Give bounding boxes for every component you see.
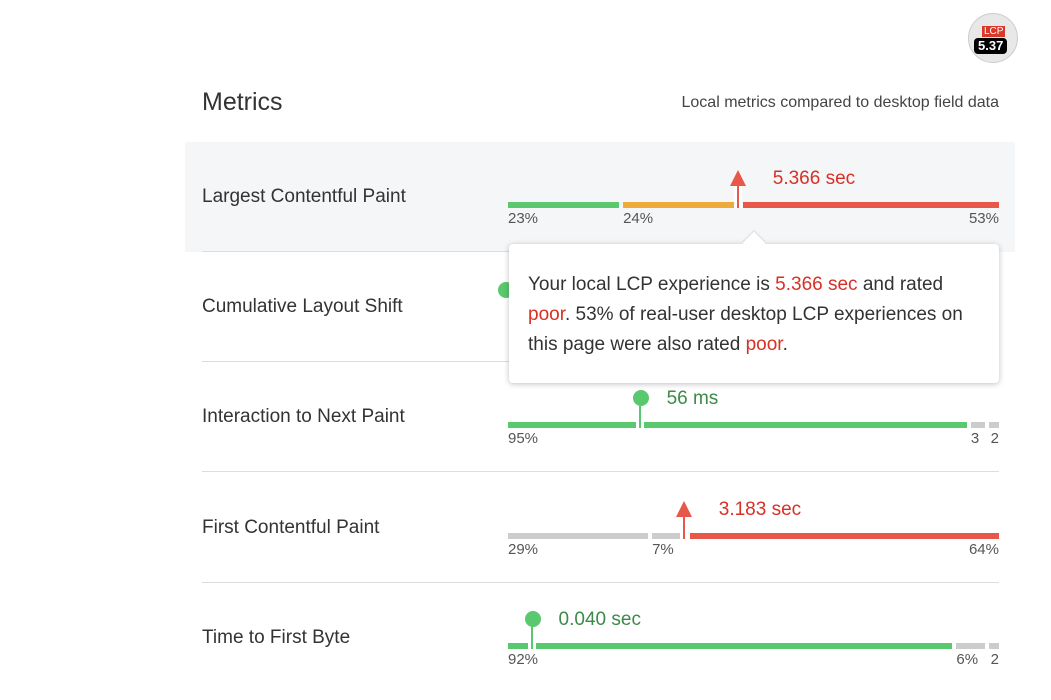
tip-rating: poor bbox=[745, 334, 783, 355]
tip-text: Your local LCP experience is bbox=[528, 274, 776, 295]
page-subtitle: Local metrics compared to desktop field … bbox=[681, 94, 1000, 111]
bar-segment bbox=[989, 422, 999, 428]
good-dot-icon bbox=[632, 390, 649, 406]
segment-label: 53% bbox=[968, 210, 999, 227]
segment-label: 2 bbox=[990, 430, 999, 447]
distribution-bar bbox=[508, 422, 999, 428]
bar-segment bbox=[956, 643, 986, 649]
bar-segment bbox=[689, 533, 999, 539]
segment-label: 6% bbox=[956, 651, 979, 668]
tip-text: and rated bbox=[857, 274, 944, 295]
segment-label: 3 bbox=[970, 430, 980, 447]
badge-label: LCP bbox=[982, 26, 1006, 37]
segment-label: 95% bbox=[508, 430, 539, 447]
bar-segment bbox=[508, 643, 953, 649]
segment-label: 2 bbox=[990, 651, 999, 668]
local-value: 56 ms bbox=[666, 388, 719, 409]
local-value: 5.366 sec bbox=[772, 168, 856, 189]
bar-segment bbox=[970, 422, 986, 428]
segment-label: 23% bbox=[508, 210, 539, 227]
metric-name: Cumulative Layout Shift bbox=[202, 296, 403, 317]
segment-label: 64% bbox=[968, 541, 999, 558]
bar-segment bbox=[652, 533, 686, 539]
bar-segment bbox=[508, 422, 967, 428]
tip-text: . bbox=[782, 334, 788, 355]
tip-value: 5.366 sec bbox=[775, 274, 858, 295]
good-dot-icon bbox=[524, 611, 541, 627]
local-value: 3.183 sec bbox=[718, 499, 802, 520]
local-value: 0.040 sec bbox=[558, 609, 641, 630]
metric-name: First Contentful Paint bbox=[202, 517, 380, 538]
bar-segment bbox=[508, 533, 649, 539]
row-divider bbox=[202, 471, 999, 472]
segment-label: 92% bbox=[508, 651, 539, 668]
segment-label: 24% bbox=[623, 210, 654, 227]
poor-arrow-icon bbox=[729, 170, 746, 186]
tip-text: . 53% of real-user desktop LCP experienc… bbox=[528, 304, 963, 355]
distribution-bar bbox=[508, 202, 999, 208]
segment-label: 7% bbox=[652, 541, 674, 558]
metric-row[interactable]: Largest Contentful Paint 23% 24% 53% 5.366 … bbox=[185, 142, 1015, 252]
metric-row[interactable]: Interaction to Next Paint 95% 3 2 56 ms bbox=[185, 362, 1015, 472]
distribution-bar bbox=[508, 533, 999, 539]
badge-value: 5.37 bbox=[974, 38, 1008, 54]
bar-segment bbox=[623, 202, 740, 208]
bar-segment bbox=[508, 202, 620, 208]
tip-rating: poor bbox=[528, 304, 565, 325]
poor-arrow-icon bbox=[675, 501, 692, 517]
page-title: Metrics bbox=[202, 88, 283, 116]
bar-segment bbox=[743, 202, 999, 208]
metric-name: Interaction to Next Paint bbox=[202, 406, 405, 427]
segment-label: 29% bbox=[508, 541, 539, 558]
metric-row[interactable]: First Contentful Paint 29% 7% 64% 3.183 sec bbox=[185, 473, 1015, 583]
lcp-tooltip: Your local LCP experience is 5.366 sec a… bbox=[509, 244, 999, 383]
row-divider bbox=[202, 582, 999, 583]
distribution-bar bbox=[508, 643, 999, 649]
bar-segment bbox=[989, 643, 999, 649]
lcp-extension-badge[interactable]: LCP 5.37 bbox=[968, 13, 1018, 63]
metric-row[interactable]: Time to First Byte 92% 6% 2 0.040 sec bbox=[185, 583, 1015, 693]
metric-name: Time to First Byte bbox=[202, 627, 351, 648]
metric-name: Largest Contentful Paint bbox=[202, 186, 406, 207]
